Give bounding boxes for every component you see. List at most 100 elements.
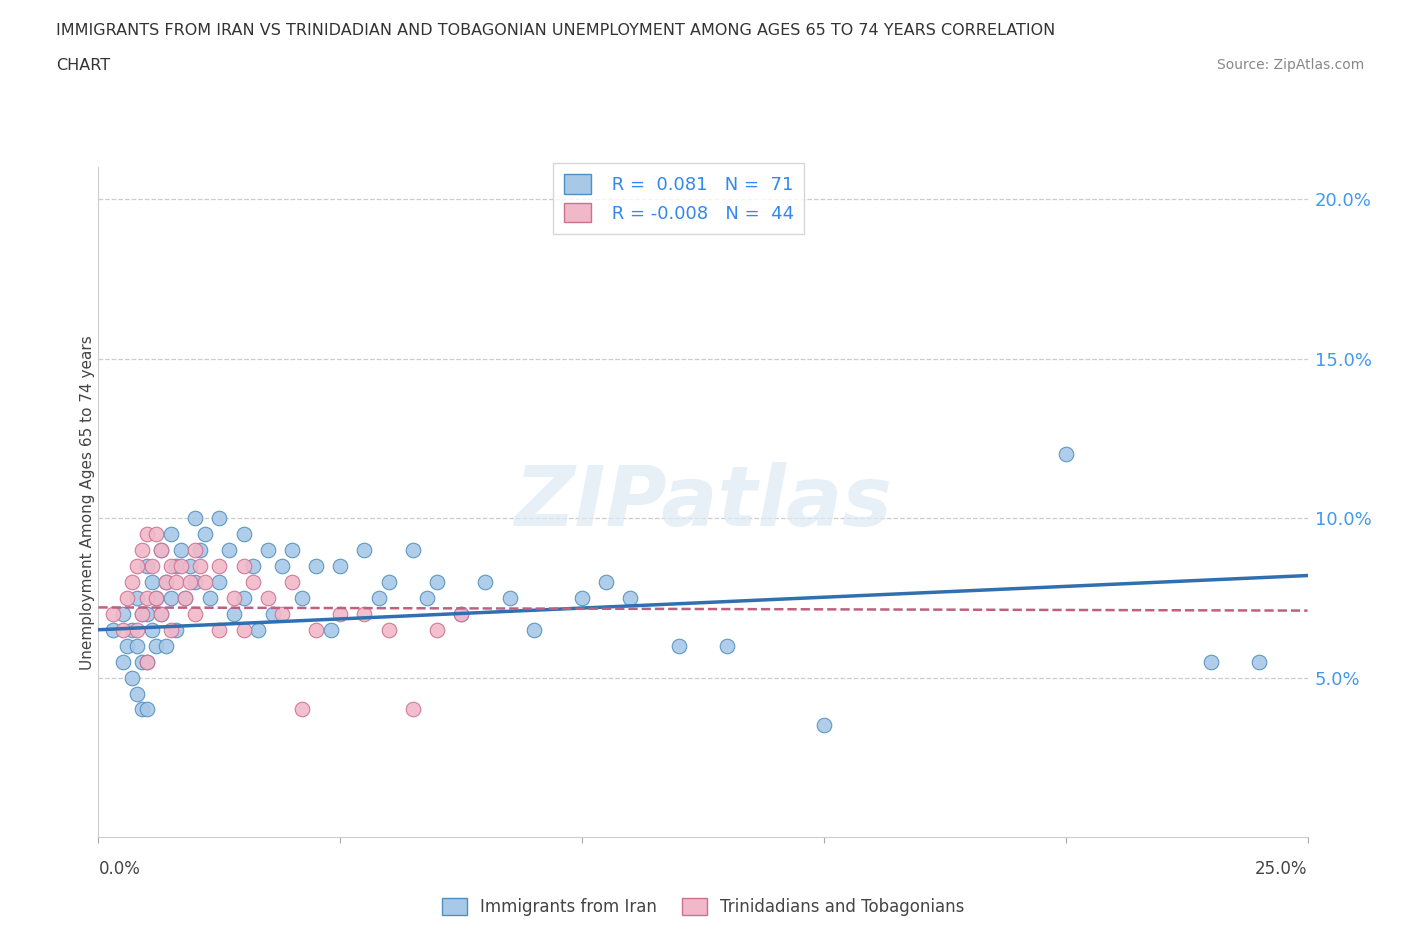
Point [111,654,134,669]
Point [174,591,197,605]
Point [184,606,207,621]
Point [194,526,217,541]
Text: ZIPatlas: ZIPatlas [515,461,891,543]
Point [450,606,472,621]
Point [232,622,254,637]
Point [145,638,167,653]
Point [111,622,134,637]
Point [131,702,153,717]
Text: CHART: CHART [56,58,110,73]
Point [165,575,187,590]
Point [135,606,157,621]
Point [135,654,157,669]
Point [160,622,183,637]
Point [131,606,153,621]
Point [416,591,439,605]
Point [813,718,835,733]
Point [242,575,264,590]
Point [281,575,304,590]
Point [222,606,245,621]
Point [256,542,278,557]
Point [169,542,191,557]
Point [571,591,593,605]
Point [232,591,254,605]
Point [353,542,375,557]
Point [155,575,177,590]
Point [319,622,342,637]
Point [184,542,207,557]
Point [131,606,153,621]
Point [150,606,173,621]
Point [135,702,157,717]
Point [247,622,270,637]
Point [145,591,167,605]
Point [208,559,231,574]
Point [121,671,143,685]
Point [179,575,201,590]
Point [145,526,167,541]
Point [450,606,472,621]
Point [271,606,294,621]
Point [329,606,352,621]
Point [232,559,254,574]
Point [194,575,217,590]
Point [426,622,449,637]
Point [208,511,231,525]
Point [595,575,617,590]
Point [426,575,449,590]
Point [377,575,399,590]
Point [131,654,153,669]
Text: Source: ZipAtlas.com: Source: ZipAtlas.com [1216,58,1364,72]
Point [290,591,312,605]
Point [184,511,207,525]
Point [135,654,157,669]
Point [135,559,157,574]
Point [188,542,211,557]
Point [305,559,328,574]
Point [121,575,143,590]
Point [184,575,207,590]
Point [198,591,221,605]
Point [101,622,124,637]
Point [160,526,183,541]
Point [262,606,284,621]
Point [1054,447,1077,462]
Point [232,526,254,541]
Point [242,559,264,574]
Point [188,559,211,574]
Point [668,638,690,653]
Point [498,591,520,605]
Point [117,591,139,605]
Point [222,591,245,605]
Point [208,575,231,590]
Point [368,591,391,605]
Point [305,622,328,637]
Text: 0.0%: 0.0% [98,860,141,878]
Point [290,702,312,717]
Point [111,606,134,621]
Point [169,559,191,574]
Point [402,542,425,557]
Point [1249,654,1271,669]
Point [179,559,201,574]
Point [150,542,173,557]
Legend: Immigrants from Iran, Trinidadians and Tobagonians: Immigrants from Iran, Trinidadians and T… [434,891,972,923]
Point [127,686,149,701]
Point [127,559,149,574]
Point [281,542,304,557]
Text: 25.0%: 25.0% [1256,860,1308,878]
Point [141,622,163,637]
Point [619,591,641,605]
Point [716,638,738,653]
Point [127,622,149,637]
Point [329,559,352,574]
Point [101,606,124,621]
Point [160,559,183,574]
Point [523,622,546,637]
Point [256,591,278,605]
Y-axis label: Unemployment Among Ages 65 to 74 years: Unemployment Among Ages 65 to 74 years [80,335,94,670]
Point [218,542,240,557]
Point [145,591,167,605]
Text: IMMIGRANTS FROM IRAN VS TRINIDADIAN AND TOBAGONIAN UNEMPLOYMENT AMONG AGES 65 TO: IMMIGRANTS FROM IRAN VS TRINIDADIAN AND … [56,23,1056,38]
Point [141,559,163,574]
